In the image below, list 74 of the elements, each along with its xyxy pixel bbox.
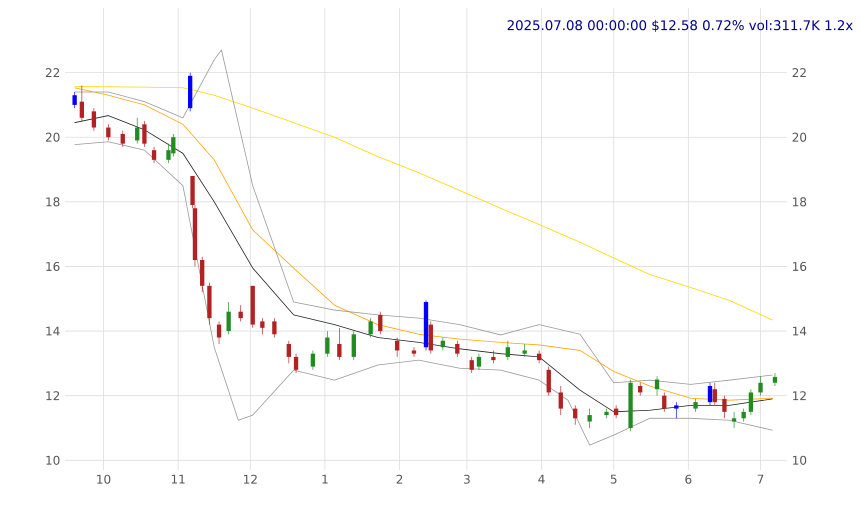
x-tick-label: 2 (396, 474, 402, 484)
candlestick (238, 304, 243, 322)
x-tick-label: 11 (172, 474, 185, 484)
candlestick (440, 337, 446, 351)
y2-tick-label: 12 (793, 391, 806, 400)
y2-tick-label: 18 (793, 197, 806, 206)
candlestick (758, 376, 763, 396)
candlestick (272, 318, 277, 338)
candlestick (142, 120, 147, 148)
candlestick (378, 311, 382, 335)
candlestick (226, 302, 231, 335)
candlestick (614, 405, 618, 419)
candlestick (712, 382, 717, 406)
candlestick (310, 350, 316, 370)
candlestick (72, 92, 77, 108)
y-tick-label: 22 (46, 68, 60, 78)
y2-tick-label: 22 (792, 68, 806, 78)
line-series (74, 50, 773, 385)
x-tick-label: 3 (464, 474, 470, 484)
x-tick-label: 6 (685, 474, 692, 484)
y-tick-label: 16 (46, 262, 60, 271)
candlestick (638, 382, 642, 396)
y2-tick-label: 20 (792, 132, 806, 142)
candlestick (325, 330, 330, 358)
candlestick (92, 108, 96, 132)
x-tick-label: 7 (758, 474, 764, 484)
x-tick-label: 4 (538, 474, 545, 484)
candlestick (708, 382, 712, 406)
candlestick (693, 398, 698, 412)
candlestick (80, 85, 84, 122)
x-tick-label: 12 (244, 474, 257, 484)
candlestick (352, 330, 356, 360)
candlestick (573, 405, 578, 426)
y-tick-label: 10 (46, 456, 60, 465)
candlestick (286, 340, 291, 364)
candlestick (106, 124, 110, 141)
candlestick (587, 408, 592, 428)
x-tick-label: 1 (322, 474, 328, 484)
candlestick (748, 388, 754, 416)
candlestick (216, 321, 222, 344)
candlestick (120, 130, 125, 148)
candlestick (772, 372, 778, 386)
candlestick (470, 356, 474, 374)
candlestick (722, 395, 727, 419)
y2-tick-label: 10 (793, 456, 806, 465)
y-tick-label: 12 (46, 391, 60, 400)
y-tick-label: 20 (46, 132, 60, 142)
candlestick (337, 328, 342, 360)
candlestick (654, 376, 660, 396)
candlestick (152, 146, 156, 164)
candlestick (455, 340, 460, 358)
candlestick (368, 318, 373, 338)
candlestick (294, 353, 298, 374)
y-tick-label: 18 (46, 197, 60, 206)
y2-tick-label: 14 (793, 326, 806, 336)
text: 2025.07.08 00:00:00 $12.58 0.72% vol:311.7K 1.2x (508, 20, 853, 32)
line-series (74, 141, 773, 446)
candlestick (506, 340, 510, 360)
candlestick (536, 350, 542, 364)
candlestick (522, 344, 527, 358)
y-tick-label: 14 (46, 326, 60, 336)
candlestick (742, 408, 746, 422)
candlestick (546, 366, 551, 396)
candlestick (558, 386, 563, 416)
candlestick (662, 392, 666, 412)
x-tick-label: 5 (610, 474, 616, 484)
y2-tick-label: 16 (793, 262, 806, 271)
x-tick-label: 10 (97, 474, 110, 484)
candlestick (674, 402, 678, 419)
candlestick (135, 118, 140, 144)
candlestick (260, 318, 265, 335)
candlestick (491, 350, 496, 364)
candlestick (394, 337, 400, 358)
candlestick (476, 353, 482, 370)
